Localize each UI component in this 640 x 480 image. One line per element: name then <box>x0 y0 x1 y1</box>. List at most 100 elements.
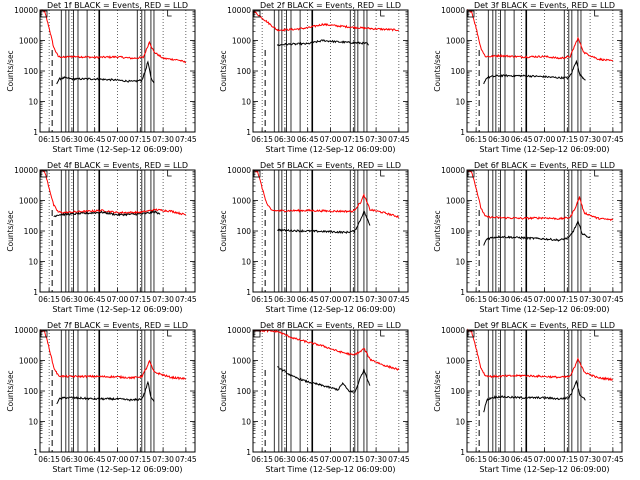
x-tick-label: 07:00 <box>320 135 342 144</box>
y-axis-label: Counts/sec <box>6 50 15 91</box>
x-axis-label: Start Time (12-Sep-12 06:09:00) <box>52 145 182 154</box>
y-tick-label: 1000 <box>446 357 465 366</box>
x-tick-label: 07:00 <box>107 135 129 144</box>
x-tick-label: 07:00 <box>107 455 129 464</box>
lld-series-line <box>252 329 400 371</box>
y-tick-label: 10 <box>241 258 251 267</box>
corner-square-marker <box>467 10 475 18</box>
corner-square-marker <box>253 10 261 18</box>
corner-square-marker <box>40 330 48 338</box>
x-tick-label: 06:45 <box>297 455 319 464</box>
corner-square-marker <box>467 170 475 178</box>
y-tick-label: 1000 <box>232 37 251 46</box>
y-tick-label: 1000 <box>19 357 38 366</box>
x-tick-label: 07:45 <box>388 135 410 144</box>
y-tick-label: 10 <box>28 98 38 107</box>
events-series-line <box>277 210 371 235</box>
x-tick-label: 07:45 <box>175 295 197 304</box>
y-tick-label: 100 <box>24 67 39 76</box>
x-tick-label: 07:00 <box>320 295 342 304</box>
corner-square-marker <box>40 170 48 178</box>
x-tick-label: 06:15 <box>251 295 273 304</box>
panel-det-4: Det 4f BLACK = Events, RED = LLD 1 10 100 10… <box>6 161 197 314</box>
corner-bracket-marker <box>167 330 172 337</box>
y-tick-label: 1000 <box>19 197 38 206</box>
events-series-line <box>277 366 371 393</box>
x-tick-label: 06:30 <box>274 135 296 144</box>
corner-square-marker <box>253 170 261 178</box>
y-tick-label: 1000 <box>446 197 465 206</box>
x-tick-label: 07:45 <box>388 295 410 304</box>
x-tick-label: 06:45 <box>511 295 533 304</box>
x-tick-label: 06:45 <box>84 295 106 304</box>
events-series-line <box>483 379 586 413</box>
x-tick-label: 06:45 <box>84 135 106 144</box>
x-axis-label: Start Time (12-Sep-12 06:09:00) <box>479 305 609 314</box>
panel-det-8: Det 8f BLACK = Events, RED = LLD 1 10 100 10… <box>219 321 410 474</box>
x-tick-label: 07:45 <box>175 135 197 144</box>
y-tick-label: 1 <box>460 448 465 457</box>
corner-bracket-marker <box>167 10 172 17</box>
x-tick-label: 07:15 <box>342 135 364 144</box>
corner-bracket-marker <box>594 10 599 17</box>
y-axis-label: Counts/sec <box>433 370 442 411</box>
x-tick-label: 07:45 <box>602 455 624 464</box>
y-tick-label: 1000 <box>232 197 251 206</box>
events-series-line <box>483 219 591 246</box>
x-tick-label: 06:15 <box>38 295 60 304</box>
x-axis-label: Start Time (12-Sep-12 06:09:00) <box>265 465 395 474</box>
events-series-line <box>483 59 586 85</box>
corner-square-marker <box>253 330 261 338</box>
y-tick-label: 100 <box>237 387 252 396</box>
y-tick-label: 1 <box>33 288 38 297</box>
events-series-line <box>53 210 161 218</box>
x-tick-label: 07:15 <box>129 135 151 144</box>
y-tick-label: 10 <box>241 98 251 107</box>
x-tick-label: 07:00 <box>107 295 129 304</box>
panel-det-3: Det 3f BLACK = Events, RED = LLD 1 10 100 10… <box>433 1 624 154</box>
y-tick-label: 1 <box>460 288 465 297</box>
panel-title: Det 3f BLACK = Events, RED = LLD <box>474 1 615 10</box>
corner-bracket-marker <box>167 170 172 177</box>
y-tick-label: 100 <box>451 67 466 76</box>
corner-bracket-marker <box>380 170 385 177</box>
y-tick-label: 1 <box>460 128 465 137</box>
corner-square-marker <box>467 330 475 338</box>
x-tick-label: 07:30 <box>152 455 174 464</box>
panel-title: Det 1f BLACK = Events, RED = LLD <box>47 1 188 10</box>
y-tick-label: 1 <box>33 128 38 137</box>
y-tick-label: 1 <box>246 128 251 137</box>
y-tick-label: 1 <box>33 448 38 457</box>
y-tick-label: 100 <box>451 387 466 396</box>
lld-series-line <box>466 9 614 62</box>
events-series-line <box>56 60 155 85</box>
y-tick-label: 1000 <box>446 37 465 46</box>
lld-series-line <box>466 169 614 222</box>
x-tick-label: 06:30 <box>61 455 83 464</box>
x-tick-label: 07:15 <box>556 295 578 304</box>
x-tick-label: 06:15 <box>251 135 273 144</box>
x-tick-label: 07:00 <box>534 135 556 144</box>
y-axis-label: Counts/sec <box>433 210 442 251</box>
x-tick-label: 07:45 <box>602 295 624 304</box>
corner-bracket-marker <box>594 170 599 177</box>
panel-title: Det 7f BLACK = Events, RED = LLD <box>47 321 188 330</box>
x-tick-label: 06:30 <box>61 135 83 144</box>
x-tick-label: 07:45 <box>388 455 410 464</box>
panel-det-7: Det 7f BLACK = Events, RED = LLD 1 10 100 10… <box>6 321 197 474</box>
x-tick-label: 07:30 <box>579 455 601 464</box>
x-axis-label: Start Time (12-Sep-12 06:09:00) <box>265 305 395 314</box>
panel-title: Det 4f BLACK = Events, RED = LLD <box>47 161 188 170</box>
x-tick-label: 07:15 <box>342 455 364 464</box>
lld-series-line <box>252 10 400 32</box>
y-tick-label: 10000 <box>227 6 251 15</box>
x-tick-label: 07:00 <box>534 455 556 464</box>
lld-series-line <box>40 169 186 216</box>
panel-det-2: Det 2f BLACK = Events, RED = LLD 1 10 100 10… <box>219 1 410 154</box>
x-tick-label: 06:45 <box>297 295 319 304</box>
panel-det-1: Det 1f BLACK = Events, RED = LLD 1 10 100 10… <box>6 1 197 154</box>
events-series-line <box>56 380 155 405</box>
y-tick-label: 10 <box>28 258 38 267</box>
y-tick-label: 10 <box>241 418 251 427</box>
y-tick-label: 1 <box>246 288 251 297</box>
